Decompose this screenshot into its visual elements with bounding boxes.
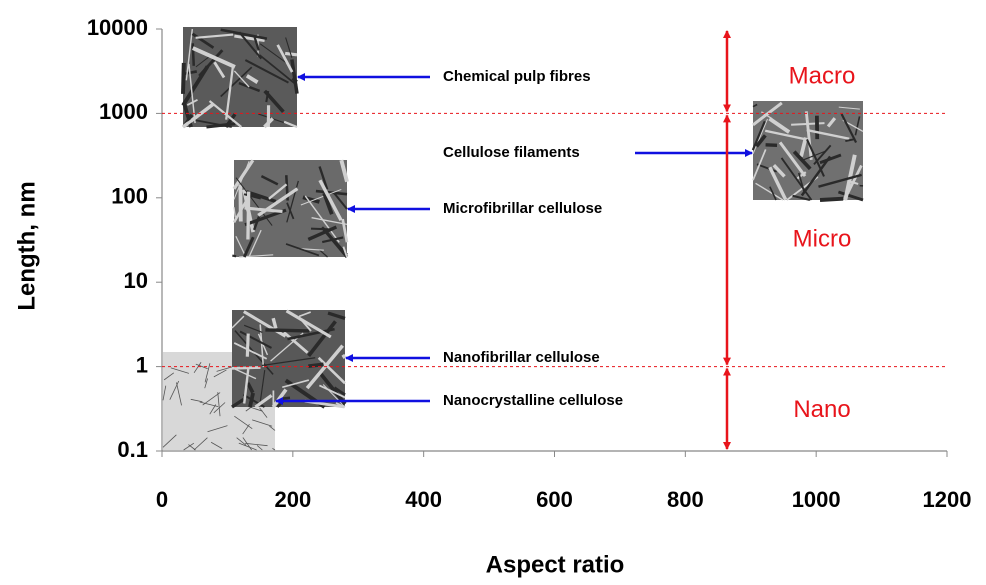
annotation: Nanocrystalline cellulose bbox=[443, 392, 623, 409]
micrograph bbox=[232, 310, 345, 407]
x-tick-label: 400 bbox=[405, 487, 442, 512]
y-tick-label: 10 bbox=[124, 268, 148, 293]
y-tick-label: 0.1 bbox=[117, 437, 148, 462]
micrograph-fibre bbox=[265, 330, 309, 331]
micrograph-fibre bbox=[766, 145, 777, 146]
micrograph-bg bbox=[232, 310, 345, 407]
y-tick-label: 100 bbox=[111, 184, 148, 209]
x-tick-label: 200 bbox=[274, 487, 311, 512]
annotation: Nanofibrillar cellulose bbox=[443, 349, 600, 366]
micrograph-fibre bbox=[232, 367, 261, 368]
micrograph bbox=[234, 160, 347, 257]
micrograph-fibre bbox=[343, 355, 345, 358]
micrograph-fibre bbox=[820, 199, 843, 200]
x-tick-label: 600 bbox=[536, 487, 573, 512]
y-axis-title: Length, nm bbox=[13, 181, 40, 310]
annotation: Chemical pulp fibres bbox=[443, 68, 591, 85]
y-tick-label: 10000 bbox=[87, 15, 148, 40]
micrograph-fibre bbox=[183, 63, 184, 94]
annotation: Microfibrillar cellulose bbox=[443, 200, 602, 217]
region-label: Micro bbox=[793, 225, 852, 252]
x-tick-label: 1200 bbox=[923, 487, 972, 512]
x-tick-label: 0 bbox=[156, 487, 168, 512]
micrograph bbox=[753, 101, 863, 200]
x-tick-label: 1000 bbox=[792, 487, 841, 512]
micrograph-fibre bbox=[247, 334, 248, 357]
region-label: Macro bbox=[789, 62, 856, 89]
y-tick-label: 1 bbox=[136, 352, 148, 377]
x-tick-label: 800 bbox=[667, 487, 704, 512]
micrograph-fibre bbox=[248, 192, 249, 240]
x-axis-title: Aspect ratio bbox=[486, 551, 625, 578]
micrograph-fibre bbox=[308, 364, 323, 366]
annotation: Cellulose filaments bbox=[443, 144, 580, 161]
y-tick-label: 1000 bbox=[99, 99, 148, 124]
micrograph bbox=[183, 27, 297, 127]
region-label: Nano bbox=[793, 396, 850, 423]
chart: Aspect ratio Length, nm 1000010001001010… bbox=[0, 0, 986, 585]
